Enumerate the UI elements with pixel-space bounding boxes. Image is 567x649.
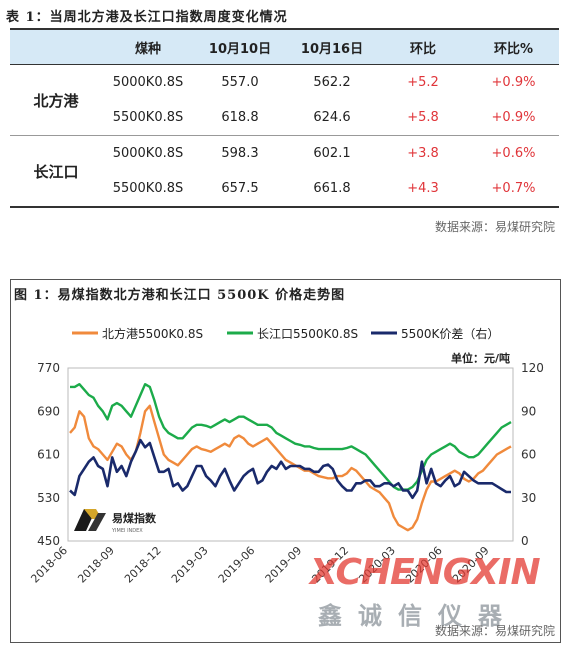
y-left-tick-label: 690	[37, 404, 60, 418]
y-right-tick-label: 0	[521, 534, 529, 548]
value-cell: 598.3	[221, 146, 259, 161]
coal-cell: 5000K0.8S	[112, 146, 184, 161]
change-cell: +5.8	[378, 100, 468, 136]
header-coal: 煤种	[102, 28, 194, 65]
value-cell: 657.5	[194, 171, 286, 208]
x-tick-label: 2018-12	[122, 544, 164, 586]
y-right-tick-label: 30	[521, 491, 536, 505]
y-right-tick-label: 90	[521, 404, 536, 418]
table-row: 5500K0.8S 657.5 661.8 +4.3 +0.7%	[10, 171, 559, 208]
table-header-row: 煤种 10月10日 10月16日 环比 环比%	[10, 28, 559, 65]
legend-label: 北方港5500K0.8S	[102, 326, 203, 341]
logo-subtext: YIMEI INDEX	[111, 528, 143, 534]
y-left-tick-label: 610	[37, 448, 60, 462]
value-cell: 624.6	[286, 100, 378, 136]
port-label: 长江口	[10, 135, 102, 208]
table-row: 北方港 5000K0.8S 557.0 562.2 +5.2 +0.9%	[10, 64, 559, 136]
legend-label: 长江口5500K0.8S	[257, 327, 358, 341]
y-left-tick-label: 770	[37, 361, 60, 375]
header-port	[10, 28, 102, 65]
x-tick-label: 2019-06	[216, 544, 258, 586]
coal-cell: 5500K0.8S	[102, 100, 194, 136]
watermark-cn: 鑫诚信仪器	[318, 602, 518, 630]
header-oct16: 10月16日	[286, 28, 378, 65]
coal-cell: 5000K0.8S	[112, 75, 184, 90]
table-source: 数据来源：易煤研究院	[434, 220, 555, 234]
y-right-tick-label: 120	[521, 361, 544, 375]
plot-area	[67, 367, 514, 542]
unit-label: 单位：元/吨	[451, 351, 510, 365]
logo-text: 易煤指数	[112, 511, 157, 525]
change-cell: +3.8	[407, 146, 439, 161]
figure-source: 数据来源：易煤研究院	[434, 624, 555, 638]
x-tick-label: 2019-09	[263, 544, 305, 586]
yimei-logo: 易煤指数 YIMEI INDEX	[74, 509, 157, 534]
pct-cell: +0.6%	[491, 146, 536, 161]
coal-cell: 5500K0.8S	[102, 171, 194, 208]
table-title: 表 1：当周北方港及长江口指数周度变化情况	[6, 10, 288, 25]
y-left-tick-label: 450	[37, 534, 60, 548]
series-line-2	[69, 438, 511, 500]
value-cell: 661.8	[286, 171, 378, 208]
y-left-tick-label: 530	[37, 491, 60, 505]
table-row: 长江口 5000K0.8S 598.3 602.1 +3.8 +0.6%	[10, 135, 559, 208]
change-cell: +5.2	[407, 75, 439, 90]
figure-frame	[10, 279, 561, 643]
figure-title: 图 1：易煤指数北方港和长江口 5500K 价格走势图	[14, 288, 346, 303]
series-line-0	[69, 404, 512, 532]
value-cell: 602.1	[313, 146, 351, 161]
price-table: 煤种 10月10日 10月16日 环比 环比% 北方港 5000K0.8S 55…	[10, 28, 559, 208]
change-cell: +4.3	[378, 171, 468, 208]
x-tick-label: 2018-09	[75, 544, 117, 586]
series-line-1	[70, 383, 512, 491]
legend-label: 5500K价差（右）	[401, 326, 499, 341]
watermark-brand: XCHENGXIN	[310, 552, 541, 593]
port-label: 北方港	[10, 64, 102, 136]
pct-cell: +0.9%	[491, 75, 536, 90]
value-cell: 562.2	[313, 75, 351, 90]
pct-cell: +0.7%	[468, 171, 559, 208]
value-cell: 618.8	[194, 100, 286, 136]
header-chg: 环比	[378, 28, 468, 65]
value-cell: 557.0	[221, 75, 259, 90]
header-pct: 环比%	[468, 28, 559, 65]
x-tick-label: 2019-03	[169, 544, 211, 586]
header-oct10: 10月10日	[194, 28, 286, 65]
table-row: 5500K0.8S 618.8 624.6 +5.8 +0.9%	[10, 100, 559, 136]
x-tick-label: 2018-06	[28, 544, 70, 586]
pct-cell: +0.9%	[468, 100, 559, 136]
y-right-tick-label: 60	[521, 448, 536, 462]
